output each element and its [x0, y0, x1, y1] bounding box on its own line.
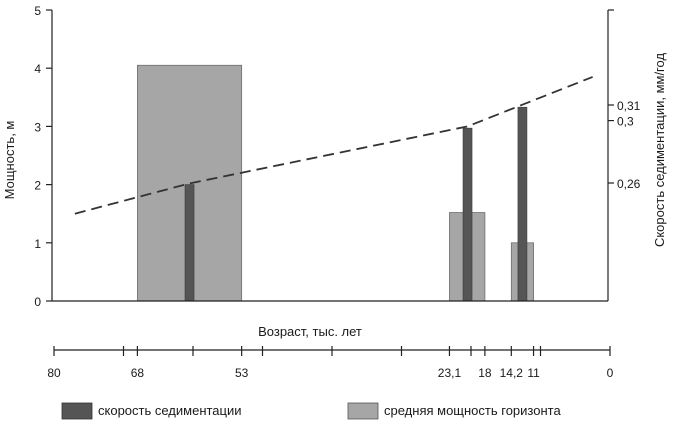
legend-label-rate: скорость седиментации: [98, 403, 242, 418]
bars-layer: [136, 64, 534, 302]
x-tick-label-14: 0: [607, 366, 614, 380]
x-tick-label-10: 18: [478, 366, 492, 380]
left-tick-label-0: 0: [34, 295, 41, 309]
x-tick-label-0: 80: [47, 366, 61, 380]
left-tick-label-4: 4: [34, 62, 41, 76]
x-tick-label-4: 53: [235, 366, 249, 380]
left-tick-label-2: 2: [34, 179, 41, 193]
trend-layer: [74, 76, 593, 215]
rate-bar-0: [184, 184, 195, 302]
x-tick-label-12: 11: [527, 366, 540, 380]
legend-swatch-rate: [61, 402, 93, 420]
x-tick-label-11: 14,2: [500, 366, 524, 380]
rate-bar-1: [462, 127, 473, 302]
left-axis-title: Мощность, м: [2, 121, 17, 200]
x-tick-label-8: 23,1: [438, 366, 462, 380]
right-tick-label-2: 0,31: [617, 99, 641, 113]
right-tick-label-1: 0,3: [617, 115, 634, 129]
legend-label-thickness: средняя мощность горизонта: [384, 403, 561, 418]
left-tick-label-1: 1: [34, 237, 41, 251]
rate-bar-2: [517, 106, 528, 302]
left-tick-label-3: 3: [34, 120, 41, 134]
ticks-layer: 0 1 2 3 4 5 0,26 0,3 0,31 80 68 53 23,1 18 14,2 11 0: [34, 4, 640, 380]
x-axis-title: Возраст, тыс. лет: [258, 324, 362, 339]
left-tick-label-5: 5: [34, 4, 41, 18]
trend-line: [74, 76, 593, 215]
right-axis-title: Скорость седиментации, мм/год: [652, 53, 667, 248]
x-tick-label-2: 68: [131, 366, 145, 380]
legend-swatch-thickness: [347, 402, 379, 420]
right-tick-label-0: 0,26: [617, 177, 641, 191]
